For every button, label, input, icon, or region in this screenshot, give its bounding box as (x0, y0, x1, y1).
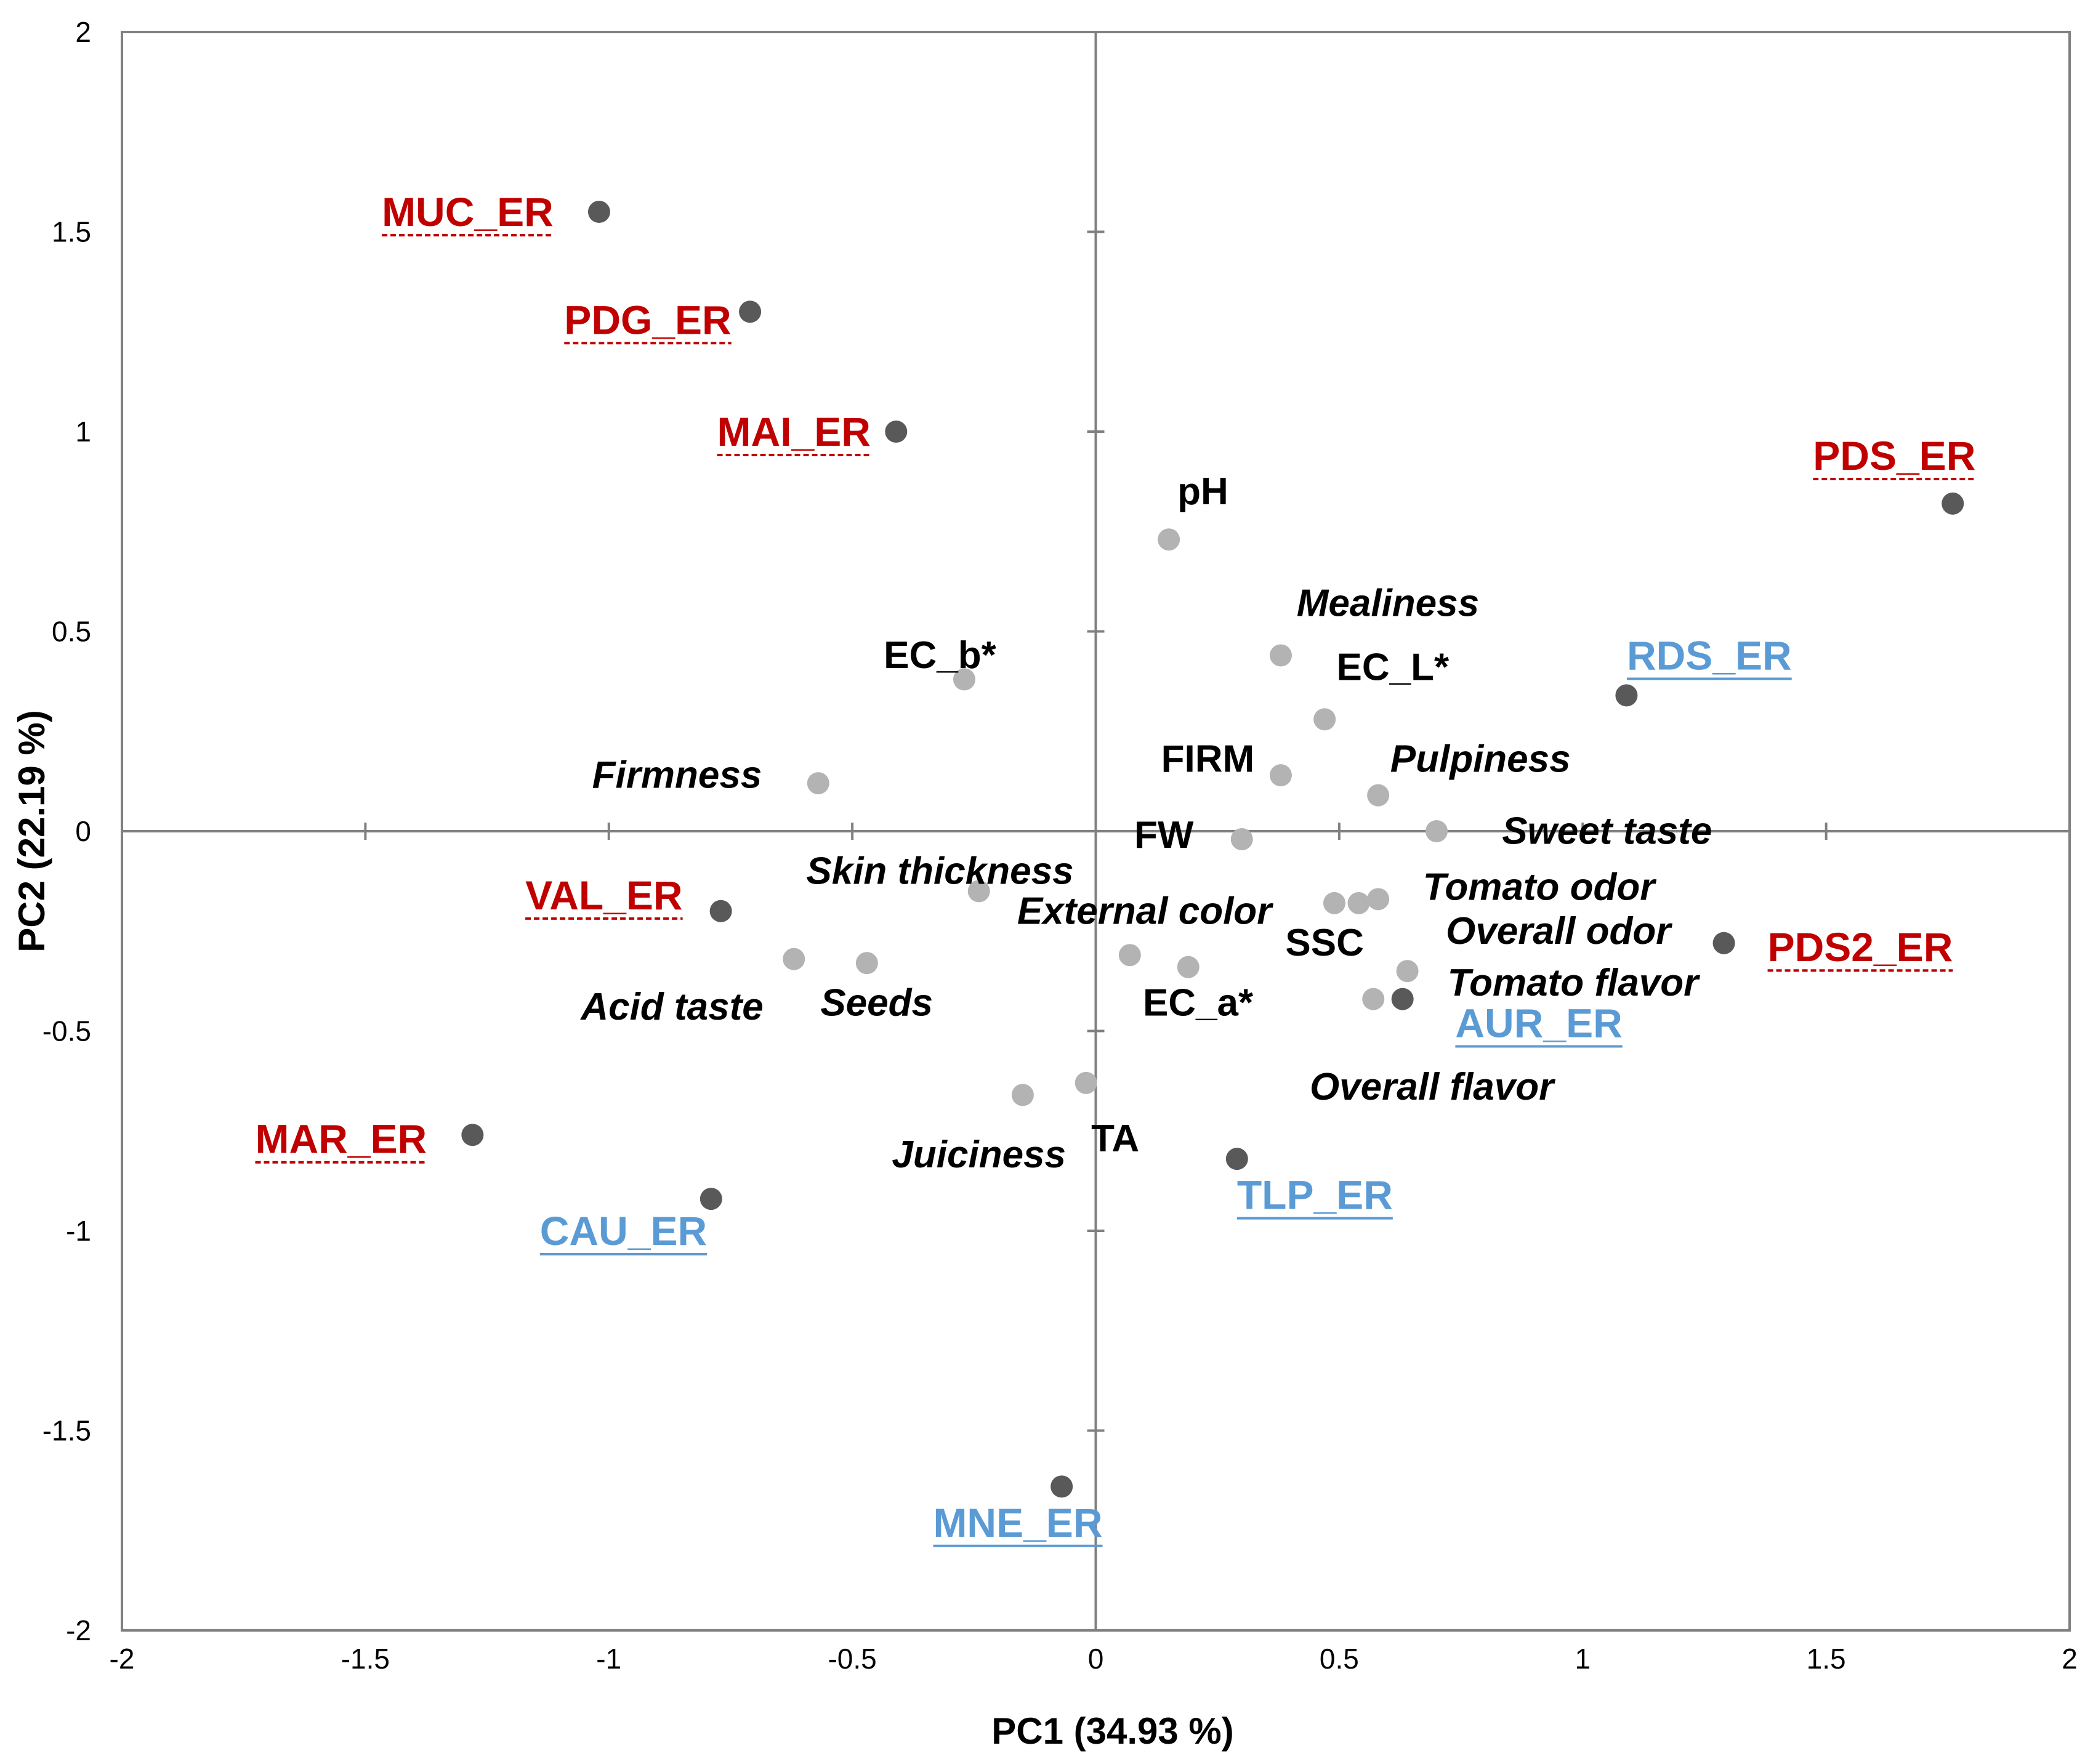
variable-point-firm (1269, 764, 1292, 787)
x-axis-title: PC1 (34.93 %) (991, 1710, 1234, 1752)
variable-point-external-color (1323, 892, 1345, 914)
variable-label-acid-taste: Acid taste (579, 986, 763, 1028)
variable-label-pulpiness: Pulpiness (1390, 738, 1571, 781)
variable-label-overall-odor: Overall odor (1446, 910, 1672, 952)
genotype-points (461, 201, 1964, 1498)
variable-point-ta (1075, 1071, 1097, 1094)
variable-point-firmness (807, 772, 829, 795)
x-tick-label: -0.5 (828, 1643, 876, 1675)
y-tick-label: 1.5 (52, 216, 91, 248)
y-tick-label: -0.5 (42, 1015, 91, 1047)
variable-points (783, 528, 1448, 1106)
x-tick-label: -2 (110, 1643, 135, 1675)
y-tick-label: 0 (75, 815, 91, 847)
variable-label-skin-thickness: Skin thickness (806, 850, 1073, 892)
y-tick-label: -1 (66, 1215, 91, 1247)
x-tick-label: -1.5 (341, 1643, 390, 1675)
variable-point-ec-b (953, 668, 975, 691)
variable-point-tomato-odor (1367, 888, 1390, 911)
genotype-label-pds2-er: PDS2_ER (1768, 924, 1953, 970)
genotype-label-cau-er: CAU_ER (540, 1208, 707, 1254)
variable-point-ec-a (1177, 956, 1200, 978)
variable-point-pulpiness (1367, 784, 1390, 807)
x-tick-label: 0 (1088, 1643, 1104, 1675)
variable-label-overall-flavor: Overall flavor (1310, 1066, 1555, 1108)
variable-label-ssc: SSC (1285, 922, 1363, 964)
genotype-label-pdg-er: PDG_ER (564, 297, 731, 342)
genotype-point-muc-er (587, 201, 610, 224)
variable-point-skin-thickness (967, 880, 990, 903)
genotype-point-mne-er (1051, 1475, 1073, 1498)
variable-label-external-color: External color (1017, 890, 1273, 932)
genotype-label-rds-er: RDS_ER (1627, 632, 1792, 678)
genotype-label-tlp-er: TLP_ER (1237, 1172, 1393, 1218)
genotype-point-mai-er (885, 421, 908, 443)
variable-point-sweet-taste (1426, 820, 1448, 842)
genotype-point-pds-er (1942, 492, 1964, 515)
genotype-point-rds-er (1615, 684, 1638, 707)
variable-label-ec-a: EC_a* (1143, 982, 1254, 1025)
x-tick-label: 0.5 (1320, 1643, 1359, 1675)
variable-label-tomato-odor: Tomato odor (1423, 866, 1656, 908)
y-tick-label: 0.5 (52, 616, 91, 648)
x-tick-label: 1 (1575, 1643, 1591, 1675)
tick-labels: -2 -1.5 -1 -0.5 0 0.5 1 1.5 2 -2 -1.5 -1 -0.5 0 0.5 1 1.… (42, 16, 2078, 1675)
genotype-label-mai-er: MAI_ER (717, 409, 871, 454)
genotype-point-mar-er (461, 1124, 484, 1146)
genotype-point-aur-er (1391, 988, 1414, 1010)
point-labels: pH Mealiness EC_b* EC_L* FIRM Firmness Pulpine… (255, 189, 1976, 1547)
variable-point-fw (1230, 828, 1253, 850)
genotype-label-mne-er: MNE_ER (933, 1500, 1102, 1545)
genotype-label-muc-er: MUC_ER (382, 189, 554, 235)
variable-point-ph (1158, 528, 1180, 551)
variable-point-overall-flavor (1362, 988, 1385, 1010)
genotype-label-mar-er: MAR_ER (255, 1116, 427, 1162)
variable-point-ssc (1118, 944, 1141, 967)
y-axis-title: PC2 (22.19 %) (11, 710, 52, 952)
variable-label-fw: FW (1134, 814, 1194, 856)
genotype-label-aur-er: AUR_ER (1455, 1001, 1622, 1046)
variable-label-ta: TA (1091, 1118, 1139, 1160)
genotype-label-val-er: VAL_ER (525, 872, 683, 918)
genotype-point-cau-er (700, 1188, 722, 1210)
genotype-point-tlp-er (1225, 1148, 1248, 1170)
variable-label-sweet-taste: Sweet taste (1502, 810, 1712, 853)
axis-ticks (121, 31, 2071, 1632)
variable-label-ph: pH (1177, 470, 1228, 513)
genotype-label-pds-er: PDS_ER (1813, 433, 1975, 478)
variable-point-tomato-flavor (1396, 960, 1419, 983)
variable-point-overall-odor (1347, 892, 1370, 914)
x-tick-label: -1 (596, 1643, 621, 1675)
genotype-point-pdg-er (739, 300, 762, 323)
variable-label-juiciness: Juiciness (892, 1134, 1066, 1176)
y-tick-label: -2 (66, 1614, 91, 1646)
genotype-point-val-er (709, 900, 732, 922)
y-tick-label: 2 (75, 16, 91, 48)
y-tick-label: -1.5 (42, 1415, 91, 1447)
variable-label-mealiness: Mealiness (1297, 582, 1479, 625)
variable-label-tomato-flavor: Tomato flavor (1448, 962, 1701, 1004)
variable-point-mealiness (1269, 644, 1292, 667)
variable-label-ec-b: EC_b* (884, 634, 996, 677)
variable-point-ec-l (1313, 708, 1336, 731)
y-tick-label: 1 (75, 416, 91, 448)
variable-label-firm: FIRM (1161, 738, 1255, 781)
variable-label-seeds: Seeds (820, 982, 933, 1025)
x-tick-label: 2 (2062, 1643, 2078, 1675)
variable-point-juiciness (1011, 1084, 1034, 1106)
variable-point-seeds (855, 952, 878, 975)
genotype-point-pds2-er (1712, 932, 1735, 954)
x-tick-label: 1.5 (1807, 1643, 1846, 1675)
variable-label-firmness: Firmness (592, 754, 762, 797)
variable-point-acid-taste (783, 948, 805, 970)
variable-label-ec-l: EC_L* (1337, 646, 1450, 688)
